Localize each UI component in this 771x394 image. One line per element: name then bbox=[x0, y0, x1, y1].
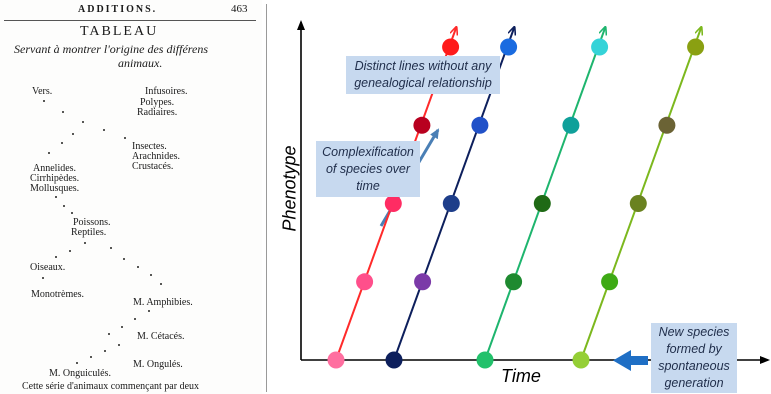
lineage-3-species-3 bbox=[533, 195, 551, 212]
phenotype-time-diagram: Distinct lines without any genealogical … bbox=[268, 0, 771, 394]
lineage-3-line bbox=[484, 28, 605, 361]
x-axis-label: Time bbox=[501, 366, 541, 386]
lineage-4-species-2 bbox=[601, 273, 619, 291]
lineage-2-species-2 bbox=[414, 273, 432, 291]
lineage-4-line bbox=[580, 28, 701, 361]
label-arachnides: Arachnides. bbox=[132, 151, 181, 162]
table-subtitle-line-1: Servant à montrer l'origine des différen… bbox=[14, 42, 208, 56]
lineage-1-species-2 bbox=[356, 273, 374, 291]
lineage-1-species-4 bbox=[413, 116, 431, 134]
lamarck-tableau-scan: ADDITIONS. 463 TABLEAU Servant à montrer… bbox=[0, 0, 262, 394]
lineage-1-species-1 bbox=[327, 351, 345, 369]
lineage-2-species-5 bbox=[500, 38, 518, 56]
lineage-2-species-1 bbox=[385, 351, 403, 369]
lineage-4-species-1 bbox=[572, 351, 590, 369]
lineage-2-species-4 bbox=[471, 116, 489, 134]
lineage-3-species-4 bbox=[562, 116, 580, 134]
label-ongules: M. Ongulés. bbox=[133, 359, 183, 370]
footer-text: Cette série d'animaux commençant par deu… bbox=[22, 381, 200, 392]
panel-divider bbox=[266, 4, 267, 392]
label-poissons: Poissons. bbox=[73, 217, 111, 228]
page-number: 463 bbox=[231, 3, 248, 15]
note-new-species: New species formed by spontaneous genera… bbox=[651, 323, 737, 393]
lineage-3-species-1 bbox=[476, 351, 494, 369]
label-crustaces: Crustacés. bbox=[132, 161, 174, 172]
lineage-3 bbox=[476, 28, 609, 369]
label-cetaces: M. Cétacés. bbox=[137, 331, 185, 342]
lineage-4-species-3 bbox=[629, 195, 647, 212]
label-onguicules: M. Onguiculés. bbox=[49, 368, 111, 379]
table-subtitle-line-2: animaux. bbox=[118, 56, 163, 70]
label-mollusques: Mollusques. bbox=[30, 183, 80, 194]
table-title: TABLEAU bbox=[80, 24, 159, 39]
lineage-1-species-5 bbox=[442, 38, 460, 56]
label-infusoires: Infusoires. bbox=[145, 86, 188, 97]
label-radiaires: Radiaires. bbox=[137, 107, 178, 118]
lineage-2-species-3 bbox=[442, 195, 460, 212]
note-distinct-lines: Distinct lines without any genealogical … bbox=[346, 56, 500, 94]
label-polypes: Polypes. bbox=[140, 97, 175, 108]
label-annelides: Annelides. bbox=[33, 163, 77, 174]
page-header-title: ADDITIONS. bbox=[78, 4, 158, 15]
lineage-1-species-3 bbox=[384, 195, 402, 212]
label-reptiles: Reptiles. bbox=[71, 227, 107, 238]
header-rule bbox=[4, 20, 256, 21]
note-complexification: Complexification of species over time bbox=[316, 141, 420, 197]
label-insectes: Insectes. bbox=[132, 141, 167, 152]
label-cirrhipedes: Cirrhipèdes. bbox=[30, 173, 80, 184]
spontaneous-generation-arrow bbox=[613, 350, 648, 371]
lineage-4 bbox=[572, 28, 705, 369]
y-axis-label: Phenotype bbox=[279, 145, 300, 232]
label-amphibies: M. Amphibies. bbox=[133, 297, 193, 308]
lineage-3-species-5 bbox=[591, 38, 609, 56]
label-vers: Vers. bbox=[32, 86, 53, 97]
lineage-4-species-4 bbox=[658, 116, 676, 134]
label-monotremes: Monotrèmes. bbox=[31, 289, 85, 300]
lineage-3-species-2 bbox=[505, 273, 523, 291]
lineage-4-species-5 bbox=[687, 38, 705, 56]
label-oiseaux: Oiseaux. bbox=[30, 262, 66, 273]
